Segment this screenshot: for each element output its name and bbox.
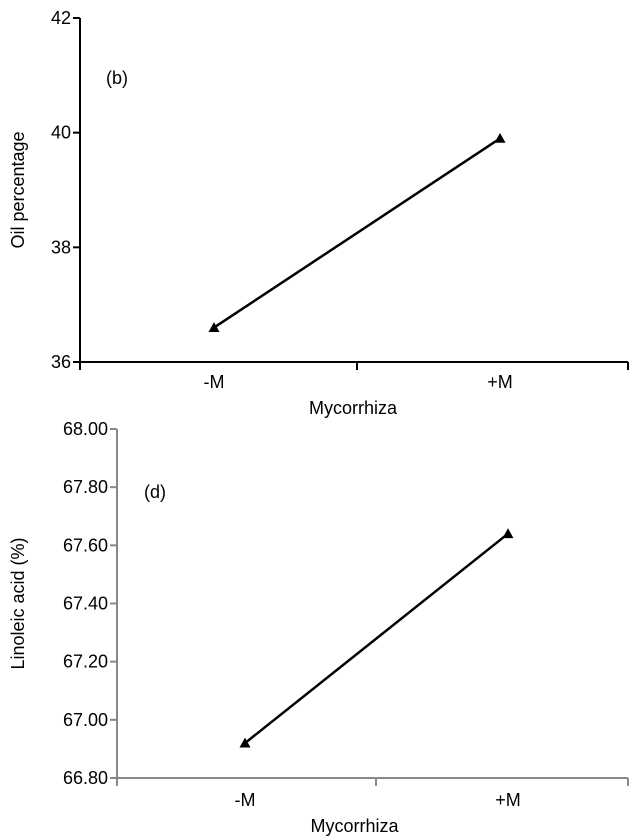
y-axis-title: Oil percentage [8, 131, 28, 248]
y-tick-label: 67.20 [63, 652, 108, 672]
data-point-marker [494, 132, 506, 143]
x-axis-title: Mycorrhiza [310, 816, 399, 836]
data-point-marker [502, 528, 514, 539]
chart-panel-b: 36 38 40 42 -M +M Mycorrhiza Oil percentage (b) [8, 8, 629, 418]
y-tick-label: 38 [51, 237, 71, 257]
data-point-marker [208, 322, 220, 332]
chart-panel-d: 66.80 67.00 67.20 67.40 67.60 67.80 68.00 -M +M M… [8, 419, 629, 836]
panel-label: (d) [144, 482, 166, 502]
x-tick-label: -M [204, 372, 225, 392]
x-tick-label: -M [235, 790, 256, 810]
y-tick-label: 67.00 [63, 710, 108, 730]
x-axis-title: Mycorrhiza [309, 398, 398, 418]
y-tick-label: 42 [51, 8, 71, 28]
data-point-marker [239, 737, 251, 748]
y-tick-label: 66.80 [63, 768, 108, 788]
y-tick-label: 40 [51, 123, 71, 143]
y-axis-title: Linoleic acid (%) [8, 537, 28, 669]
y-tick-label: 67.80 [63, 477, 108, 497]
y-tick-label: 36 [51, 352, 71, 372]
y-tick-label: 68.00 [63, 419, 108, 439]
x-tick-label: +M [495, 790, 521, 810]
series-line [213, 137, 501, 329]
panel-label: (b) [106, 68, 128, 88]
y-tick-label: 67.40 [63, 594, 108, 614]
y-tick-label: 67.60 [63, 535, 108, 555]
series-line [244, 532, 509, 745]
x-tick-label: +M [487, 372, 513, 392]
